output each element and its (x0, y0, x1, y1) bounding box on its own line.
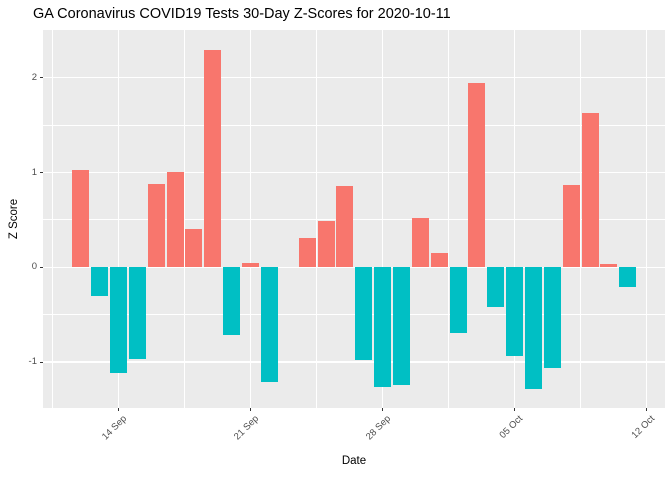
major-gridline-vertical (249, 30, 252, 408)
bar-positive (430, 253, 448, 268)
bar-negative (223, 267, 241, 335)
bar-positive (185, 229, 203, 268)
major-gridline-vertical (513, 30, 516, 408)
minor-gridline-vertical (52, 30, 53, 408)
bar-negative (487, 267, 505, 308)
x-axis-tick-label: 05 Oct (497, 413, 525, 441)
bar-positive (581, 112, 599, 268)
major-gridline-vertical (381, 30, 384, 408)
minor-gridline-vertical (184, 30, 186, 408)
bar-positive (242, 262, 260, 268)
bar-positive (147, 183, 165, 268)
bar-positive (317, 220, 335, 268)
bar-negative (91, 267, 109, 296)
x-axis-tick-mark (382, 408, 384, 411)
bar-negative (543, 267, 561, 368)
bar-negative (355, 267, 373, 361)
x-axis-title: Date (341, 455, 367, 467)
plot-panel (42, 30, 665, 408)
x-axis-tick-label: 21 Sep (231, 413, 261, 443)
bar-positive (600, 263, 618, 268)
major-gridline-horizontal (42, 361, 665, 363)
bar-positive (562, 184, 580, 268)
bar-negative (110, 267, 128, 374)
x-axis-tick-mark (514, 408, 516, 411)
major-gridline-horizontal (42, 266, 665, 268)
y-axis-tick-mark (39, 77, 43, 79)
y-axis-tick-label: -1 (28, 356, 37, 368)
x-axis-tick-mark (250, 408, 252, 411)
major-gridline-vertical (646, 30, 648, 408)
plot-title: GA Coronavirus COVID19 Tests 30-Day Z-Sc… (33, 6, 451, 22)
minor-gridline-horizontal (42, 314, 665, 316)
y-axis-tick-mark (39, 361, 43, 363)
x-axis-tick-label: 12 Oct (629, 413, 657, 441)
y-axis-tick-mark (39, 172, 43, 173)
bar-negative (619, 267, 637, 288)
bar-positive (298, 237, 316, 268)
minor-gridline-vertical (448, 30, 450, 408)
major-gridline-horizontal (42, 77, 665, 79)
bar-negative (449, 267, 467, 333)
minor-gridline-vertical (580, 30, 582, 408)
y-axis-title: Z Score (8, 198, 20, 240)
bar-positive (72, 169, 90, 268)
bar-positive (468, 83, 486, 268)
minor-gridline-horizontal (42, 124, 665, 126)
bar-negative (506, 267, 524, 357)
y-axis-tick-label: 0 (31, 261, 37, 273)
minor-gridline-horizontal (42, 219, 665, 221)
y-axis-tick-label: 1 (31, 166, 37, 178)
x-axis-tick-mark (118, 408, 120, 411)
bar-positive (336, 185, 354, 268)
bar-negative (525, 267, 543, 389)
bar-negative (392, 267, 410, 385)
x-axis-tick-label: 14 Sep (99, 413, 129, 443)
y-axis-tick-label: 2 (31, 71, 37, 83)
major-gridline-horizontal (42, 171, 665, 174)
bar-negative (374, 267, 392, 387)
major-gridline-vertical (117, 30, 120, 408)
x-axis-tick-mark (646, 408, 648, 411)
bar-negative (260, 267, 278, 382)
bar-positive (166, 171, 184, 268)
bar-positive (411, 218, 429, 268)
minor-gridline-vertical (316, 30, 318, 408)
bar-negative (128, 267, 146, 360)
y-axis-tick-mark (39, 266, 43, 268)
x-axis-tick-label: 28 Sep (363, 413, 393, 443)
bar-positive (204, 50, 222, 268)
